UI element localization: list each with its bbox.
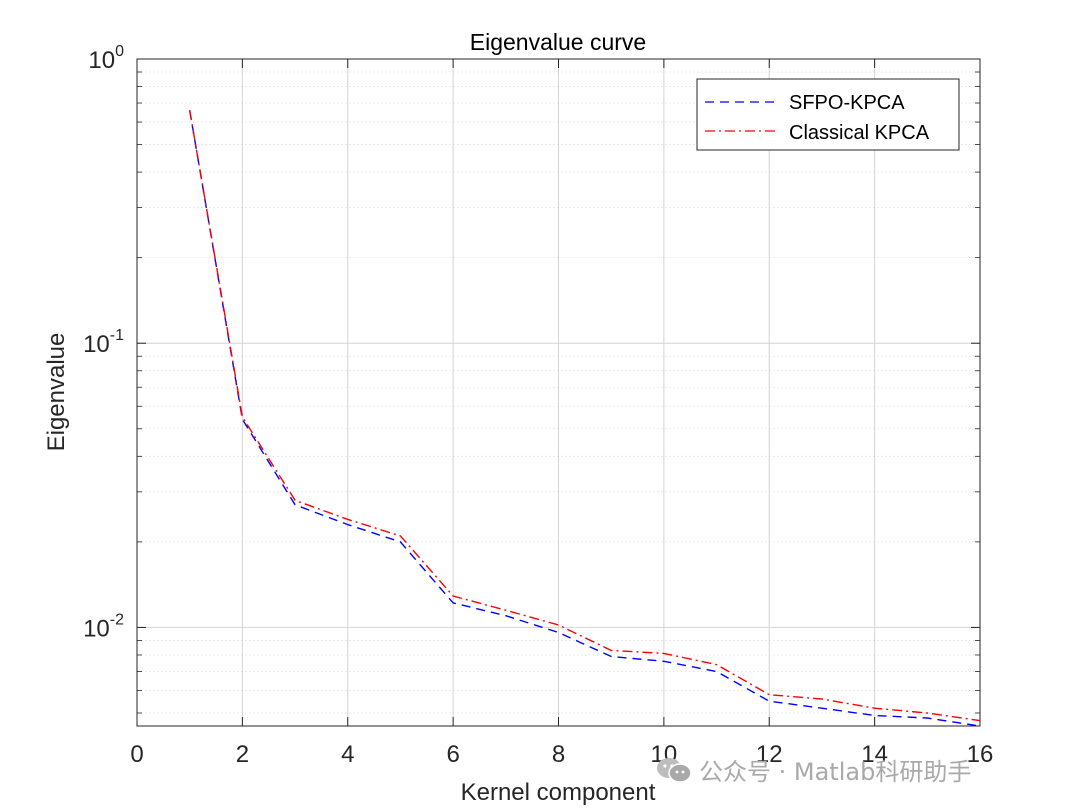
watermark-text: 公众号 · Matlab科研助手 (699, 758, 972, 786)
legend: SFPO-KPCA Classical KPCA (696, 78, 960, 151)
x-tick-label: 2 (236, 741, 249, 768)
y-tick-labels: 100 10-1 10-2 (83, 43, 124, 642)
y-tick-label: 10-2 (83, 611, 124, 642)
y-tick-label: 100 (88, 43, 124, 74)
x-tick-label: 14 (861, 741, 888, 768)
x-tick-label: 12 (756, 741, 783, 768)
y-tick-label: 10-1 (83, 327, 124, 358)
legend-label-classical-kpca: Classical KPCA (789, 122, 930, 144)
x-tick-label: 0 (130, 741, 143, 768)
legend-label-sfpo-kpca: SFPO-KPCA (789, 92, 905, 114)
series-line-classical-kpca (189, 110, 981, 722)
series-layer (189, 110, 981, 727)
x-tick-label: 4 (341, 741, 354, 768)
chart-title: Eigenvalue curve (470, 29, 646, 55)
legend-box (696, 78, 960, 151)
x-tick-label: 8 (552, 741, 565, 768)
watermark: 公众号 · Matlab科研助手 (655, 752, 971, 787)
ticks-layer (136, 58, 981, 726)
x-tick-label: 6 (446, 741, 459, 768)
x-tick-label: 16 (967, 741, 994, 768)
wechat-icon (657, 757, 692, 783)
x-axis-label: Kernel component (461, 779, 656, 806)
series-line-sfpo-kpca (189, 110, 981, 727)
y-axis-label: Eigenvalue (43, 333, 70, 452)
